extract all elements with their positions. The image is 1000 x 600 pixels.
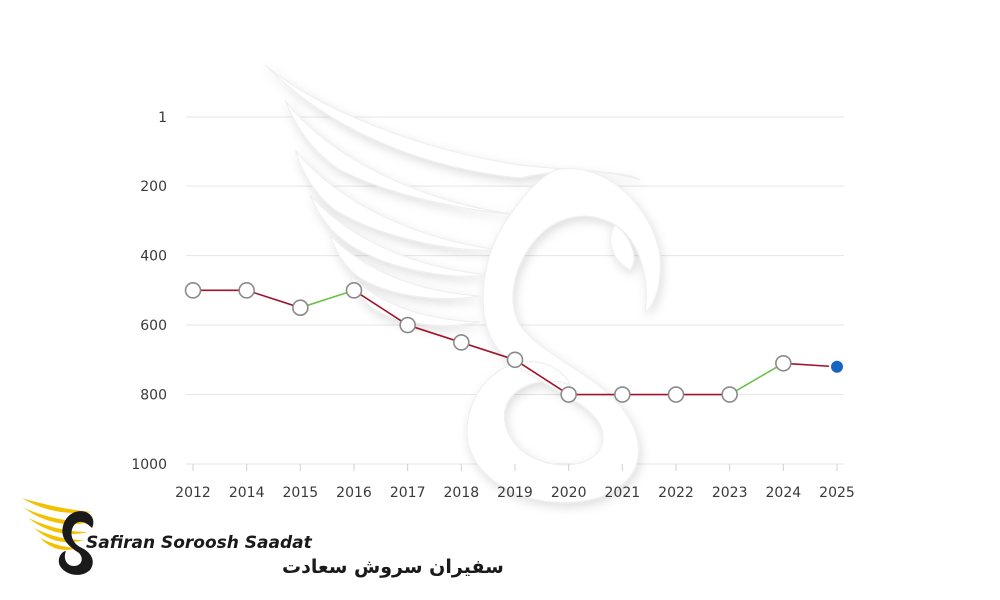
data-point (560, 386, 577, 403)
x-tick-label: 2024 (766, 485, 802, 501)
brand-name-english: Safiran Soroosh Saadat (86, 533, 313, 553)
y-tick-label: 600 (140, 318, 167, 334)
data-point (667, 386, 685, 403)
series-segment (245, 289, 302, 309)
y-tick-label: 1 (158, 110, 167, 126)
x-tick-label: 2016 (336, 485, 372, 501)
data-point (775, 354, 792, 372)
y-tick-label: 1000 (131, 457, 167, 473)
brand-name-persian: سفیران سروش سعادت (282, 556, 504, 578)
x-axis-tick-labels: 2012 2014 2015 2016 2017 2018 2019 2020 2021 2022… (175, 464, 855, 501)
data-point (184, 282, 202, 299)
x-tick-label: 2019 (497, 485, 533, 501)
x-tick-label: 2021 (605, 485, 641, 501)
data-point (721, 386, 738, 403)
rank-series-line (192, 289, 838, 396)
x-tick-label: 2023 (712, 485, 748, 501)
data-point (345, 282, 363, 299)
x-tick-label: 2012 (175, 485, 211, 501)
y-tick-label: 400 (140, 249, 167, 265)
data-point (238, 282, 255, 299)
y-tick-label: 800 (140, 388, 167, 404)
winged-s-logo-icon (22, 498, 94, 575)
x-tick-label: 2017 (390, 485, 426, 501)
data-point (506, 351, 524, 369)
y-tick-label: 200 (140, 179, 167, 195)
series-segment (299, 289, 355, 309)
x-tick-label: 2018 (444, 485, 480, 501)
data-point (292, 299, 309, 316)
x-tick-label: 2022 (658, 485, 694, 501)
series-segment (353, 289, 409, 326)
series-segment (782, 362, 838, 368)
y-axis-tick-labels: 1 200 400 600 800 1000 (131, 110, 167, 473)
brand-logo: Safiran Soroosh Saadat سفیران سروش سعادت (22, 498, 504, 578)
latest-data-point (829, 358, 845, 375)
series-segment (728, 362, 785, 396)
x-tick-label: 2025 (819, 485, 855, 501)
rank-series-markers (184, 282, 845, 403)
data-point (614, 386, 631, 403)
swan-wing-icon (264, 64, 661, 504)
x-tick-label: 2015 (283, 485, 319, 501)
x-tick-label: 2014 (229, 485, 265, 501)
data-point (399, 316, 416, 334)
data-point (453, 334, 470, 351)
series-segment (406, 324, 463, 344)
x-tick-label: 2020 (551, 485, 587, 501)
series-segment (514, 358, 570, 396)
series-segment (460, 341, 516, 361)
